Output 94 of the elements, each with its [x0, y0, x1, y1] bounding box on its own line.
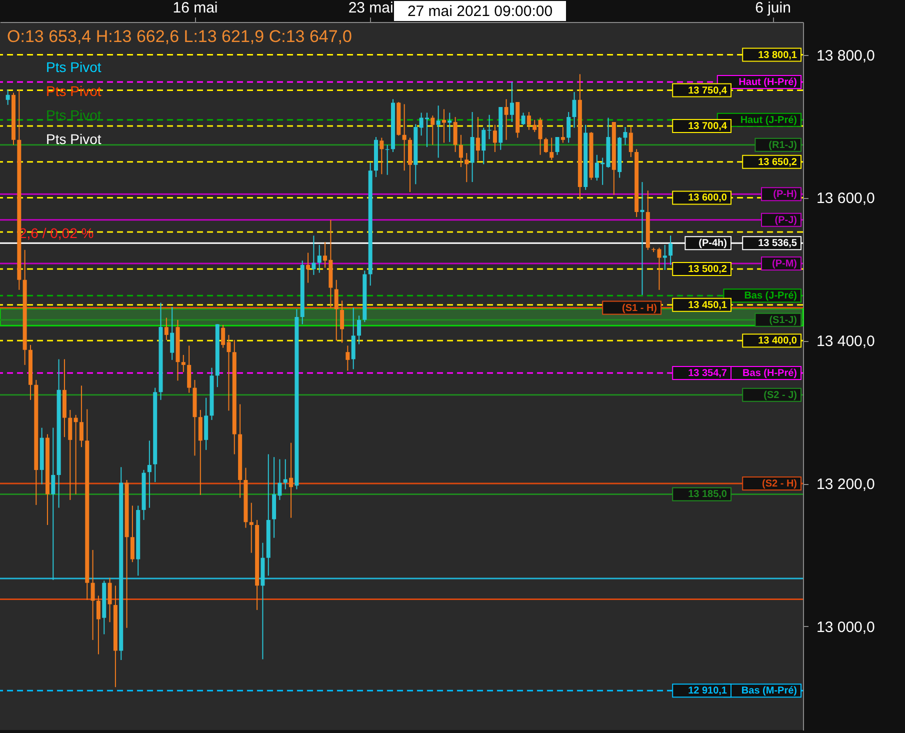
candlestick [458, 134, 463, 168]
candlestick [6, 89, 10, 106]
candlestick [249, 502, 254, 554]
candlestick [334, 279, 338, 342]
candlestick [662, 244, 667, 270]
candlestick [476, 116, 480, 162]
ref-line-label: 13 400,0 [758, 336, 798, 347]
candlestick [566, 112, 571, 144]
ref-line-label: (R1-J) [768, 140, 797, 151]
candlestick [317, 244, 322, 274]
x-tick-label: 6 juin [755, 0, 791, 16]
ref-line-label: 13 600,0 [688, 192, 728, 204]
candlestick [198, 409, 202, 496]
candlestick [544, 137, 548, 154]
ref-line-label: 13 536,5 [758, 238, 798, 250]
annotation: 12 910,1 [688, 686, 728, 697]
ref-line-label: 13 750,4 [688, 85, 728, 96]
ref-line-label: Haut (J-Pré) [740, 114, 797, 126]
annotation: (P-4h) [698, 238, 727, 250]
candlestick [521, 112, 526, 126]
candlestick [504, 98, 508, 140]
ref-line-label: 13 450,1 [688, 300, 728, 311]
ref-line-label: Bas (M-Pré) [741, 686, 797, 697]
candlestick [430, 115, 435, 146]
candlestick [550, 137, 554, 160]
y-tick-label: 13 200,0 [816, 476, 875, 494]
ref-line-label: 13 800,1 [758, 50, 798, 61]
ref-line-label: (P-M) [772, 258, 797, 270]
candlestick [448, 112, 452, 143]
y-tick-label: 13 400,0 [816, 333, 875, 350]
candlestick [96, 595, 100, 655]
ref-line-label: 13 650,2 [758, 156, 798, 168]
annotation: 13 354,7 [688, 368, 728, 379]
candlestick [181, 354, 186, 373]
candlestick [572, 92, 576, 128]
candlestick [453, 116, 458, 153]
ref-line-label: (S2 - J) [764, 390, 797, 401]
candlestick [560, 126, 565, 144]
candlestick [628, 126, 633, 158]
candlestick [555, 136, 560, 156]
y-tick-label: 13 000,0 [816, 618, 875, 636]
candlestick [79, 385, 84, 448]
candlestick [164, 317, 168, 340]
candlestick [147, 440, 152, 508]
x-tick-label: 23 mai [348, 0, 394, 16]
candlestick [385, 144, 390, 176]
candlestick [464, 152, 469, 183]
ref-line-label: (S2 - H) [762, 478, 797, 490]
candlestick [482, 127, 486, 165]
candlestick [340, 300, 344, 344]
candlestick [538, 117, 542, 156]
ref-line-label: Bas (J-Pré) [744, 290, 797, 302]
candlestick [108, 577, 112, 623]
candlestick [436, 105, 440, 158]
candlestick [351, 307, 356, 370]
candlestick [492, 124, 497, 153]
candlestick [526, 112, 531, 130]
ref-line-label: (S1 - H) [622, 302, 657, 314]
candlestick [510, 82, 514, 123]
candlestick [90, 549, 95, 640]
y-tick-label: 13 800,0 [816, 47, 875, 64]
candlestick [283, 458, 288, 490]
candlestick [68, 409, 72, 500]
candlestick [170, 306, 174, 360]
candlestick [640, 182, 644, 296]
ref-line-label: (P-J) [774, 214, 797, 226]
text: 27 mai 2021 09:00:00 [407, 3, 553, 20]
candlestick [306, 252, 310, 284]
chart-subtitle: O:13 653,4 H:13 662,6 L:13 621,9 C:13 647,0 [7, 27, 352, 46]
annotation: Pts Pivot [46, 107, 102, 123]
candlestick [532, 119, 537, 133]
candlestick [187, 345, 192, 394]
ref-line-label: (S1-J) [769, 314, 797, 326]
x-tick-label: 16 mai [172, 0, 218, 16]
candlestick [130, 505, 134, 563]
ref-line-label: 13 500,2 [688, 264, 728, 276]
candlestick [51, 427, 56, 580]
ref-line-label: 13 700,4 [688, 121, 728, 132]
candlestick [74, 414, 78, 495]
candlestick [668, 235, 673, 266]
ref-line-label: 13 185,0 [688, 489, 728, 500]
candlestick [402, 104, 406, 172]
candlestick [346, 345, 350, 372]
candlestick [312, 235, 316, 276]
candlestick [623, 126, 628, 146]
candlestick [380, 137, 384, 175]
ref-line-label: Haut (H-Pré) [738, 77, 797, 88]
candlestick [357, 315, 362, 345]
ref-line-label: (P-H) [773, 189, 797, 200]
annotation: Pts Pivot [46, 59, 102, 75]
annotation: Pts Pivot [46, 131, 102, 147]
candlestick [289, 442, 294, 518]
ref-line-label: Bas (H-Pré) [742, 368, 797, 379]
y-tick-label: 13 600,0 [816, 190, 875, 208]
